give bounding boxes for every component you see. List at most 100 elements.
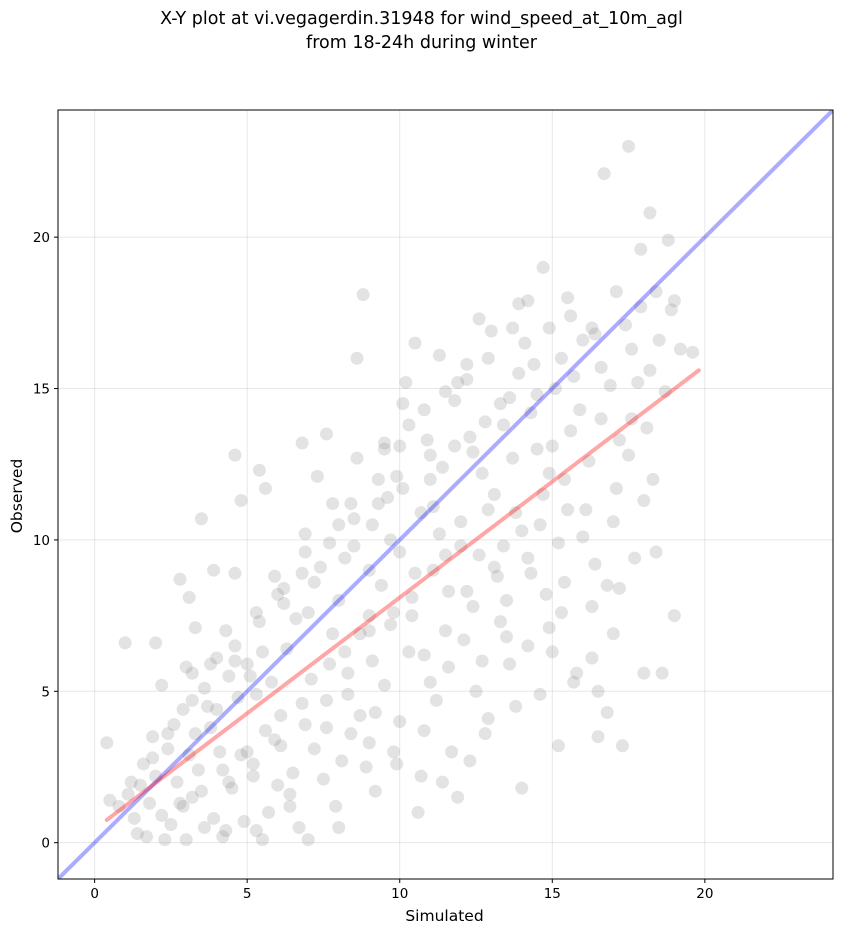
- data-point: [609, 285, 623, 299]
- y-tick-label: 20: [33, 230, 50, 246]
- data-point: [173, 796, 187, 810]
- data-point: [316, 772, 330, 786]
- data-point: [521, 294, 535, 308]
- data-point: [182, 748, 196, 762]
- data-point: [496, 418, 510, 432]
- data-point: [323, 536, 337, 550]
- data-point: [399, 375, 413, 389]
- data-point: [258, 481, 272, 495]
- data-point: [127, 811, 141, 825]
- data-point: [387, 606, 401, 620]
- data-point: [451, 790, 465, 804]
- data-point: [567, 369, 581, 383]
- data-point: [381, 491, 395, 505]
- data-point: [185, 666, 199, 680]
- data-point: [432, 348, 446, 362]
- data-point: [460, 584, 474, 598]
- data-point: [567, 675, 581, 689]
- data-point: [191, 763, 205, 777]
- data-point: [612, 433, 626, 447]
- data-point: [234, 494, 248, 508]
- data-point: [249, 606, 263, 620]
- data-point: [524, 406, 538, 420]
- data-point: [246, 757, 260, 771]
- data-point: [332, 821, 346, 835]
- data-point: [533, 687, 547, 701]
- data-point: [240, 745, 254, 759]
- data-point: [204, 657, 218, 671]
- data-point: [506, 321, 520, 335]
- data-point: [307, 575, 321, 589]
- data-point: [350, 351, 364, 365]
- axis-ticks: 0 5 10 15 20 0 5 10 15 20: [33, 230, 714, 902]
- data-point: [646, 472, 660, 486]
- data-point: [564, 424, 578, 438]
- data-point: [100, 736, 114, 750]
- data-point: [472, 548, 486, 562]
- data-point: [542, 621, 556, 635]
- data-point: [649, 285, 663, 299]
- reference-lines: [58, 110, 833, 879]
- grid: [58, 110, 833, 879]
- data-point: [249, 687, 263, 701]
- data-point: [533, 518, 547, 532]
- data-point: [460, 372, 474, 386]
- data-point: [149, 769, 163, 783]
- data-point: [332, 518, 346, 532]
- y-tick-label: 15: [33, 382, 50, 398]
- data-point: [429, 693, 443, 707]
- data-point: [536, 488, 550, 501]
- data-point: [664, 303, 678, 317]
- data-point: [188, 621, 202, 635]
- data-point: [454, 539, 468, 553]
- data-point: [417, 724, 431, 738]
- data-point: [338, 551, 352, 565]
- data-point: [597, 167, 611, 181]
- data-point: [405, 590, 419, 604]
- y-tick-label: 5: [41, 684, 50, 700]
- data-point: [435, 460, 449, 474]
- x-tick-label: 20: [696, 886, 713, 902]
- data-point: [146, 730, 160, 744]
- data-point: [347, 539, 361, 553]
- data-point: [603, 379, 617, 393]
- data-point: [323, 657, 337, 671]
- data-point: [503, 657, 517, 671]
- data-point: [310, 469, 324, 483]
- data-point: [439, 385, 452, 399]
- data-point: [255, 833, 269, 847]
- data-point: [353, 627, 367, 641]
- data-point: [396, 481, 410, 495]
- data-point: [210, 651, 224, 665]
- data-point: [371, 472, 385, 486]
- data-point: [362, 624, 376, 638]
- data-point: [487, 560, 501, 574]
- data-point: [265, 675, 279, 689]
- data-point: [451, 375, 465, 389]
- data-point: [377, 436, 391, 450]
- data-point: [292, 821, 306, 835]
- data-point: [396, 397, 410, 411]
- data-point: [414, 506, 428, 520]
- data-point: [503, 391, 517, 405]
- data-point: [661, 233, 675, 247]
- data-point: [146, 751, 160, 765]
- data-point: [591, 730, 605, 744]
- data-point: [377, 678, 391, 692]
- data-point: [304, 672, 318, 686]
- data-point: [356, 288, 370, 302]
- data-point: [530, 388, 544, 402]
- data-point: [393, 439, 407, 453]
- data-point: [201, 699, 215, 713]
- data-point: [609, 481, 623, 495]
- data-point: [365, 654, 379, 668]
- data-point: [506, 451, 520, 465]
- data-point: [350, 451, 364, 465]
- data-point: [551, 536, 565, 550]
- data-point: [469, 684, 483, 698]
- data-point: [289, 612, 303, 626]
- data-point: [509, 699, 523, 713]
- data-point: [637, 494, 651, 508]
- data-point: [564, 309, 578, 323]
- data-point: [414, 769, 428, 783]
